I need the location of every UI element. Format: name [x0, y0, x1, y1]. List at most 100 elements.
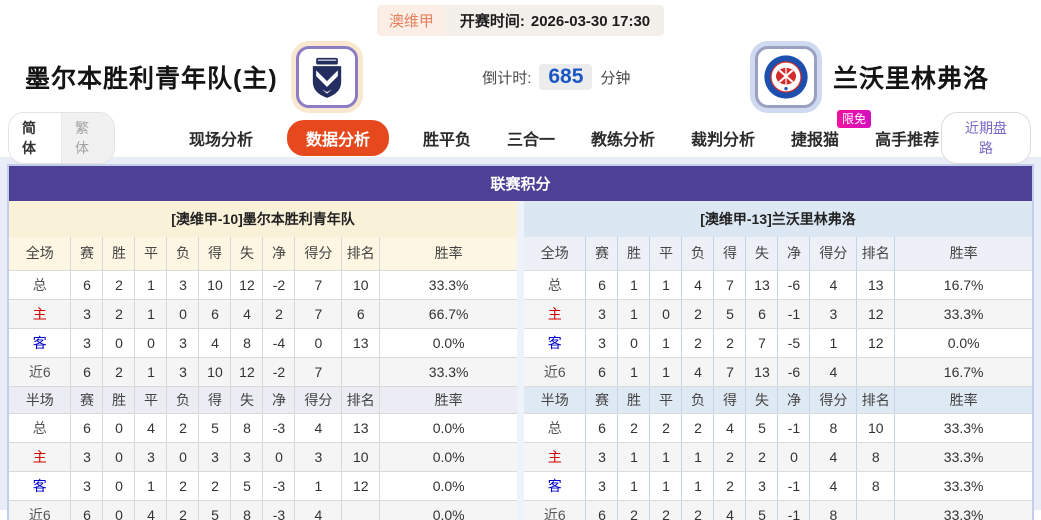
- column-header: 胜: [617, 237, 651, 271]
- column-header: 净: [262, 237, 296, 271]
- table-cell: 1: [617, 356, 651, 387]
- column-header: 全场: [524, 237, 587, 271]
- table-cell: 4: [809, 441, 858, 472]
- column-header: 胜: [102, 385, 136, 414]
- table-cell: 12: [856, 327, 896, 358]
- table-cell: 1: [134, 356, 168, 387]
- table-cell: 8: [856, 441, 896, 472]
- table-cell: 5: [745, 499, 779, 520]
- column-header: 胜率: [894, 385, 1032, 414]
- language-toggle[interactable]: 简体 繁体: [8, 111, 115, 164]
- tab-5[interactable]: 裁判分析: [691, 131, 756, 149]
- table-cell: 13: [341, 327, 381, 358]
- table-cell: 2: [681, 499, 715, 520]
- table-cell: 3: [166, 269, 200, 300]
- column-header: 排名: [856, 385, 896, 414]
- table-cell: 10: [198, 269, 232, 300]
- column-header: 负: [681, 385, 715, 414]
- tab-6[interactable]: 捷报猫 限免: [789, 109, 872, 155]
- home-team-logo-icon: [295, 46, 358, 108]
- tab-list: 现场分析 数据分析 胜平负 三合一 教练分析 裁判分析 捷报猫 限免 高手推荐: [187, 109, 941, 156]
- table-cell: 1: [134, 298, 168, 329]
- column-header: 排名: [341, 237, 381, 271]
- tab-2[interactable]: 胜平负: [422, 131, 471, 149]
- league-tag[interactable]: 澳维甲: [376, 5, 446, 36]
- victory-shield-icon: [312, 57, 341, 98]
- table-cell: 0: [134, 327, 168, 358]
- table-cell: 6: [198, 298, 232, 329]
- table-cell: 3: [745, 470, 779, 501]
- table-cell: 2: [713, 327, 747, 358]
- table-cell: 2: [713, 441, 747, 472]
- table-cell: [856, 499, 896, 520]
- table-cell: 12: [856, 298, 896, 329]
- tab-7[interactable]: 高手推荐: [875, 131, 940, 149]
- table-cell: 2: [262, 298, 296, 329]
- table-cell: 0: [262, 441, 296, 472]
- table-cell: 4: [809, 470, 858, 501]
- table-cell: 2: [617, 412, 651, 443]
- column-header: 得: [198, 237, 232, 271]
- table-cell: 4: [134, 412, 168, 443]
- toggle-traditional[interactable]: 繁体: [61, 112, 114, 163]
- table-cell: 33.3%: [894, 470, 1032, 501]
- table-cell: 8: [230, 412, 264, 443]
- table-cell: 6: [70, 269, 104, 300]
- table-cell: 5: [198, 412, 232, 443]
- table-cell: 1: [649, 441, 683, 472]
- toggle-simplified[interactable]: 简体: [9, 112, 62, 163]
- row-label: 主: [524, 441, 587, 472]
- langwarrin-crest-icon: [764, 55, 808, 99]
- table-cell: 4: [681, 269, 715, 300]
- column-header: 平: [134, 385, 168, 414]
- table-cell: 3: [585, 441, 619, 472]
- table-cell: -1: [777, 470, 811, 501]
- table-cell: 5: [230, 470, 264, 501]
- tab-0[interactable]: 现场分析: [188, 131, 253, 149]
- column-header: 得分: [809, 385, 858, 414]
- table-cell: -6: [777, 269, 811, 300]
- column-header: 负: [166, 237, 200, 271]
- table-cell: 16.7%: [894, 269, 1032, 300]
- column-header: 平: [649, 385, 683, 414]
- table-cell: 7: [713, 269, 747, 300]
- table-cell: 33.3%: [894, 412, 1032, 443]
- table-cell: 7: [294, 298, 343, 329]
- table-cell: 13: [745, 269, 779, 300]
- table-cell: -5: [777, 327, 811, 358]
- column-header: 胜: [617, 385, 651, 414]
- countdown-label: 倒计时:: [482, 69, 532, 87]
- table-row: 主 3 2 1 0 6 4 2 7 6 66.7%: [9, 298, 517, 329]
- table-cell: 2: [649, 499, 683, 520]
- tab-4[interactable]: 教练分析: [591, 131, 656, 149]
- away-team-group: 兰沃里林弗洛: [754, 46, 989, 108]
- away-stats-table: 全场赛胜平负得失净得分 排名 胜率总 6 1 1 4 7 13 -6 4 13 16.7% 主 3 1 0 2 5 6…: [524, 237, 1032, 520]
- row-label: 客: [524, 470, 587, 501]
- row-label: 主: [524, 298, 587, 329]
- table-cell: 0: [102, 441, 136, 472]
- table-cell: -2: [262, 269, 296, 300]
- table-cell: 33.3%: [379, 269, 517, 300]
- column-header: 胜率: [379, 237, 517, 271]
- tab-3[interactable]: 三合一: [507, 131, 556, 149]
- table-cell: 1: [617, 269, 651, 300]
- column-header: 失: [230, 237, 264, 271]
- table-cell: 66.7%: [379, 298, 517, 329]
- table-cell: 2: [681, 298, 715, 329]
- row-label: 近6: [524, 499, 587, 520]
- row-label: 客: [524, 327, 587, 358]
- table-cell: 3: [585, 298, 619, 329]
- table-cell: 3: [585, 470, 619, 501]
- table-row: 客 3 1 1 1 2 3 -1 4 8 33.3%: [524, 470, 1032, 501]
- table-cell: 0.0%: [379, 412, 517, 443]
- table-cell: 2: [745, 441, 779, 472]
- column-header: 得: [198, 385, 232, 414]
- table-cell: 3: [585, 327, 619, 358]
- tab-1[interactable]: 数据分析: [286, 119, 389, 156]
- table-cell: [341, 499, 381, 520]
- table-cell: 5: [713, 298, 747, 329]
- table-cell: 1: [649, 327, 683, 358]
- table-cell: 7: [745, 327, 779, 358]
- table-cell: 12: [230, 269, 264, 300]
- recent-odds-button[interactable]: 近期盘路: [941, 111, 1031, 164]
